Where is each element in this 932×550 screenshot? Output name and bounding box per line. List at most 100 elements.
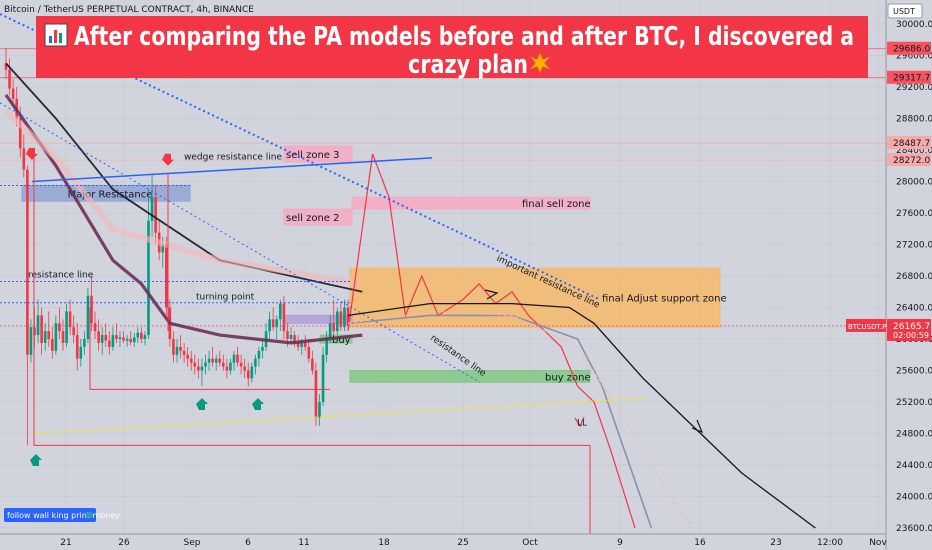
candle-body: [186, 354, 189, 359]
candle-body: [282, 303, 286, 332]
price-label-value: 28487.7: [893, 139, 930, 149]
symbol-header: Bitcoin / TetherUS PERPETUAL CONTRACT, 4…: [4, 5, 254, 15]
arrow-head: [484, 289, 499, 300]
zone-label: buy: [332, 335, 351, 346]
time-tick-label: 12:00: [817, 538, 843, 548]
candle-body: [179, 346, 182, 351]
candle-body: [239, 362, 243, 367]
candle-body: [65, 311, 68, 343]
candle-body: [336, 311, 339, 332]
price-tick-label: 24000.0: [896, 493, 932, 503]
trendline-label: wedge resistance line: [184, 152, 282, 162]
zone-label: final Adjust support zone: [602, 294, 727, 305]
title-line-1: After comparing the PA models before and…: [74, 22, 854, 52]
price-tick-label: 28400.0: [896, 146, 932, 156]
time-tick-label: 6: [245, 538, 251, 548]
zone-label: Major Resistance: [68, 189, 153, 200]
candle-body: [289, 335, 293, 339]
candle-body: [90, 295, 93, 324]
time-tick-label: 23: [770, 538, 781, 548]
zone-label: final sell zone: [522, 199, 591, 210]
projection-path: [347, 314, 653, 529]
zone-label: sell zone 2: [286, 213, 340, 224]
candle-body: [279, 303, 282, 320]
time-tick-label: 16: [694, 538, 706, 548]
candle-body: [172, 339, 175, 355]
candle-body: [246, 370, 250, 379]
candle-body: [132, 337, 136, 343]
plot-background: [0, 0, 886, 534]
candle-body: [26, 169, 29, 355]
candle-body: [22, 148, 26, 170]
watermark-text: follow wall king print money: [7, 511, 120, 520]
up-arrow-icon: [30, 454, 42, 466]
candle-body: [54, 323, 58, 351]
price-tick-label: 25200.0: [896, 398, 932, 408]
time-tick-label: Oct: [522, 538, 538, 548]
candle-body: [318, 402, 321, 418]
symbol-price-badge: [846, 318, 886, 332]
price-tick-label: 28800.0: [896, 115, 932, 125]
candle-body: [293, 335, 296, 343]
price-labels: 29686.0 29317.7 28487.7 28272.0 BTCUSDT.P 261…: [846, 41, 931, 341]
candle-body: [232, 354, 236, 363]
moving-average-line: [5, 62, 363, 293]
price-label-badge: [887, 70, 931, 84]
candle-body: [197, 366, 200, 371]
candle-body: [328, 323, 332, 339]
candle-body: [86, 295, 90, 339]
symbol-label: BTCUSDT.P: [848, 323, 886, 331]
arrow-head: [574, 416, 585, 428]
price-tick-label: 24400.0: [896, 461, 932, 471]
candle-body: [175, 346, 179, 355]
projection-path: [347, 302, 816, 529]
candle-body: [303, 342, 307, 347]
candle-body: [236, 354, 239, 363]
price-label-badge: [887, 153, 931, 167]
annotation-text: LL: [577, 419, 587, 429]
candle-body: [100, 335, 104, 343]
price-label-value: 29686.0: [893, 45, 930, 55]
price-tick-label: 23600.0: [896, 524, 932, 534]
candle-body: [346, 307, 350, 326]
projection-path: [347, 310, 693, 529]
zone-box: [349, 370, 591, 383]
price-tick-label: 30000.0: [896, 20, 932, 30]
candle-body: [36, 315, 40, 336]
time-axis[interactable]: 21 26 Sep 6 11 18 25 Oct 9 16 23 12:00 Nov: [60, 538, 887, 548]
price-tick-label: 27600.0: [896, 209, 932, 219]
candle-body: [286, 331, 289, 339]
candle-body: [300, 342, 303, 347]
time-tick-label: 18: [378, 538, 390, 548]
candle-body: [271, 319, 275, 328]
candle-body: [75, 335, 79, 359]
candle-body: [129, 339, 132, 343]
candle-body: [222, 362, 225, 367]
candle-body: [111, 335, 115, 347]
candle-body: [97, 331, 100, 343]
candle-body: [218, 358, 222, 363]
price-axis[interactable]: 30000.0 29600.0 29200.0 28800.0 28400.0 28000…: [896, 20, 932, 534]
currency-badge[interactable]: [887, 3, 923, 19]
candle-body: [40, 315, 43, 343]
price-label-value: 28272.0: [893, 156, 930, 166]
candle-body: [225, 366, 229, 371]
candle-body: [193, 362, 197, 367]
candle-body: [83, 339, 86, 347]
candle-body: [51, 339, 54, 351]
candle-body: [243, 366, 246, 371]
candle-body: [254, 358, 257, 367]
candle-body: [321, 354, 325, 402]
price-label-badge: [887, 41, 931, 55]
candle-body: [93, 323, 97, 332]
title-banner: [36, 16, 868, 78]
candle-body: [122, 337, 125, 341]
title-line-2: crazy plan: [408, 50, 528, 80]
candle-body: [257, 350, 261, 359]
candle-body: [108, 340, 111, 347]
price-tick-label: 26400.0: [896, 304, 932, 314]
candle-body: [296, 342, 300, 347]
candle-body: [4, 63, 8, 70]
explosion-emoji-icon: [528, 50, 552, 76]
